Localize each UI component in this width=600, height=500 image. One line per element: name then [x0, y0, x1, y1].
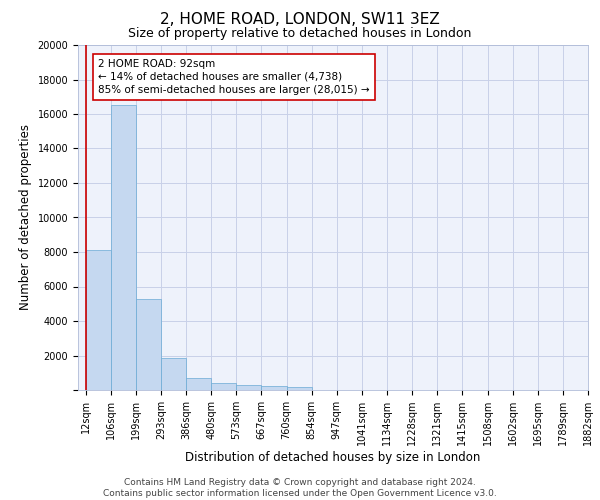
Bar [236, 385, 262, 390]
Text: 2 HOME ROAD: 92sqm
← 14% of detached houses are smaller (4,738)
85% of semi-deta: 2 HOME ROAD: 92sqm ← 14% of detached hou… [98, 59, 370, 95]
Text: Size of property relative to detached houses in London: Size of property relative to detached ho… [128, 28, 472, 40]
Y-axis label: Number of detached properties: Number of detached properties [19, 124, 32, 310]
Bar [161, 358, 186, 390]
Bar [186, 378, 211, 390]
Bar [211, 384, 236, 390]
X-axis label: Distribution of detached houses by size in London: Distribution of detached houses by size … [185, 451, 481, 464]
Bar [262, 386, 287, 390]
Text: Contains HM Land Registry data © Crown copyright and database right 2024.
Contai: Contains HM Land Registry data © Crown c… [103, 478, 497, 498]
Text: 2, HOME ROAD, LONDON, SW11 3EZ: 2, HOME ROAD, LONDON, SW11 3EZ [160, 12, 440, 28]
Bar [136, 298, 161, 390]
Bar [287, 386, 311, 390]
Bar [110, 106, 136, 390]
Bar [86, 250, 110, 390]
